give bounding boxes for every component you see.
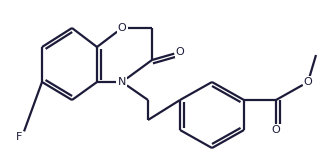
Text: N: N — [118, 77, 126, 87]
Text: F: F — [16, 132, 22, 142]
Text: O: O — [272, 125, 280, 135]
Text: O: O — [118, 23, 126, 33]
Text: O: O — [304, 77, 312, 87]
Text: O: O — [176, 47, 184, 57]
